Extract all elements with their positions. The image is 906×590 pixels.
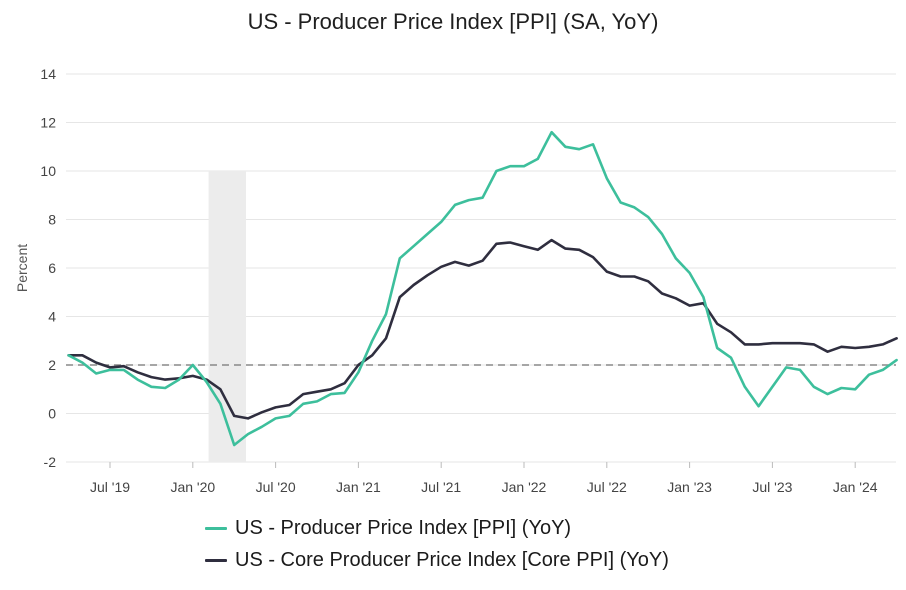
y-tick-label: 6: [48, 260, 56, 276]
x-tick-label: Jul '23: [752, 479, 792, 495]
x-axis-ticks: Jul '19 Jan '20 Jul '20 Jan '21 Jul '21 Jan '…: [90, 462, 878, 495]
y-tick-label: 14: [40, 66, 56, 82]
y-axis-ticks: -2 0 2 4 6 8 10 12 14: [40, 66, 56, 470]
legend-label-ppi: US - Producer Price Index [PPI] (YoY): [235, 516, 572, 539]
x-tick-label: Jul '22: [587, 479, 627, 495]
y-tick-label: 12: [40, 115, 56, 131]
recession-shading: [208, 171, 246, 462]
y-tick-label: 4: [48, 309, 56, 325]
x-tick-label: Jul '19: [90, 479, 130, 495]
grid-lines: [66, 73, 896, 463]
x-tick-label: Jul '20: [256, 479, 296, 495]
legend: US - Producer Price Index [PPI] (YoY) US…: [205, 512, 669, 576]
legend-item-ppi[interactable]: US - Producer Price Index [PPI] (YoY): [205, 512, 669, 544]
y-tick-label: 10: [40, 163, 56, 179]
y-axis-label: Percent: [14, 244, 30, 292]
legend-label-core-ppi: US - Core Producer Price Index [Core PPI…: [235, 548, 669, 571]
series-lines: [67, 130, 898, 447]
x-tick-label: Jan '20: [170, 479, 215, 495]
series-line-core-ppi: [67, 238, 898, 420]
chart-title: US - Producer Price Index [PPI] (SA, YoY…: [247, 9, 659, 34]
x-tick-label: Jan '24: [833, 479, 878, 495]
legend-item-core-ppi[interactable]: US - Core Producer Price Index [Core PPI…: [205, 544, 669, 576]
x-tick-label: Jan '22: [502, 479, 547, 495]
y-tick-label: -2: [44, 454, 57, 470]
legend-swatch-core-ppi: [205, 558, 227, 562]
y-tick-label: 0: [48, 406, 56, 422]
series-line-ppi: [67, 130, 898, 447]
x-tick-label: Jan '23: [667, 479, 712, 495]
x-tick-label: Jul '21: [421, 479, 461, 495]
x-tick-label: Jan '21: [336, 479, 381, 495]
y-tick-label: 2: [48, 357, 56, 373]
recession-band: [208, 171, 246, 462]
legend-swatch-ppi: [205, 526, 227, 530]
y-tick-label: 8: [48, 212, 56, 228]
